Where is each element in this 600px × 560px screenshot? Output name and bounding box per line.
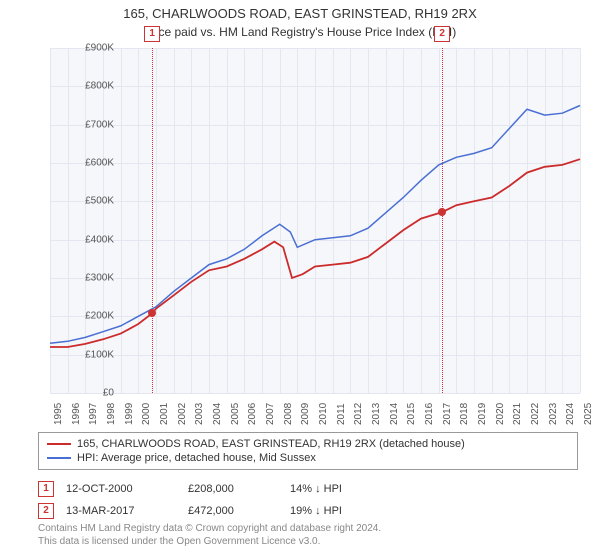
chart-container: 165, CHARLWOODS ROAD, EAST GRINSTEAD, RH… (0, 0, 600, 560)
marker-dot (438, 208, 446, 216)
x-axis-label: 1995 (53, 403, 64, 425)
x-axis-label: 2003 (194, 403, 205, 425)
legend-label-property: 165, CHARLWOODS ROAD, EAST GRINSTEAD, RH… (77, 438, 465, 450)
x-axis-label: 2001 (159, 403, 170, 425)
chart-title: 165, CHARLWOODS ROAD, EAST GRINSTEAD, RH… (0, 0, 600, 23)
transaction-marker: 2 (38, 503, 54, 519)
footer-line1: Contains HM Land Registry data © Crown c… (38, 522, 578, 535)
x-axis-label: 2024 (565, 403, 576, 425)
y-axis-label: £900K (64, 43, 114, 54)
marker-label: 1 (144, 26, 160, 42)
x-axis-label: 1997 (88, 403, 99, 425)
transaction-marker: 1 (38, 481, 54, 497)
x-axis-label: 2013 (371, 403, 382, 425)
x-axis-label: 2000 (141, 403, 152, 425)
x-axis-label: 2021 (512, 403, 523, 425)
series-hpi (50, 106, 580, 344)
x-axis-label: 1998 (106, 403, 117, 425)
x-axis-label: 2015 (406, 403, 417, 425)
legend: 165, CHARLWOODS ROAD, EAST GRINSTEAD, RH… (38, 432, 578, 470)
legend-item-hpi: HPI: Average price, detached house, Mid … (47, 451, 569, 465)
line-series (50, 48, 580, 393)
x-axis-label: 2025 (583, 403, 594, 425)
x-axis-label: 1996 (71, 403, 82, 425)
transaction-date: 12-OCT-2000 (66, 483, 176, 495)
x-axis-label: 2010 (318, 403, 329, 425)
footer-line2: This data is licensed under the Open Gov… (38, 535, 578, 548)
x-axis-label: 2007 (265, 403, 276, 425)
marker-dot (148, 309, 156, 317)
transaction-row: 1 12-OCT-2000 £208,000 14% ↓ HPI (38, 478, 578, 500)
y-axis-label: £300K (64, 273, 114, 284)
legend-swatch-hpi (47, 457, 71, 459)
x-axis-label: 2022 (530, 403, 541, 425)
y-axis-label: £500K (64, 196, 114, 207)
x-axis-label: 2012 (353, 403, 364, 425)
chart-subtitle: Price paid vs. HM Land Registry's House … (0, 23, 600, 39)
legend-label-hpi: HPI: Average price, detached house, Mid … (77, 452, 316, 464)
x-axis-label: 2005 (230, 403, 241, 425)
x-axis-label: 2019 (477, 403, 488, 425)
legend-swatch-property (47, 443, 71, 445)
x-axis-label: 2002 (177, 403, 188, 425)
x-axis-label: 2014 (389, 403, 400, 425)
plot-area: 12 (50, 48, 580, 393)
x-axis-label: 2018 (459, 403, 470, 425)
x-axis-label: 2006 (247, 403, 258, 425)
footer-attribution: Contains HM Land Registry data © Crown c… (38, 522, 578, 548)
marker-label: 2 (434, 26, 450, 42)
x-axis-label: 2004 (212, 403, 223, 425)
x-axis-label: 2023 (548, 403, 559, 425)
transaction-price: £472,000 (188, 505, 278, 517)
y-axis-label: £600K (64, 158, 114, 169)
y-axis-label: £700K (64, 119, 114, 130)
x-axis-label: 2020 (495, 403, 506, 425)
transaction-diff: 14% ↓ HPI (290, 483, 390, 495)
y-axis-label: £0 (64, 388, 114, 399)
x-axis-label: 2017 (442, 403, 453, 425)
y-axis-label: £100K (64, 349, 114, 360)
transaction-diff: 19% ↓ HPI (290, 505, 390, 517)
x-axis-label: 1999 (124, 403, 135, 425)
transactions-table: 1 12-OCT-2000 £208,000 14% ↓ HPI 2 13-MA… (38, 478, 578, 522)
series-property (50, 159, 580, 347)
transaction-row: 2 13-MAR-2017 £472,000 19% ↓ HPI (38, 500, 578, 522)
y-axis-label: £800K (64, 81, 114, 92)
y-axis-label: £400K (64, 234, 114, 245)
transaction-date: 13-MAR-2017 (66, 505, 176, 517)
legend-item-property: 165, CHARLWOODS ROAD, EAST GRINSTEAD, RH… (47, 437, 569, 451)
x-axis-label: 2009 (300, 403, 311, 425)
x-axis-label: 2008 (283, 403, 294, 425)
x-axis-label: 2016 (424, 403, 435, 425)
x-axis-label: 2011 (336, 403, 347, 425)
y-axis-label: £200K (64, 311, 114, 322)
transaction-price: £208,000 (188, 483, 278, 495)
